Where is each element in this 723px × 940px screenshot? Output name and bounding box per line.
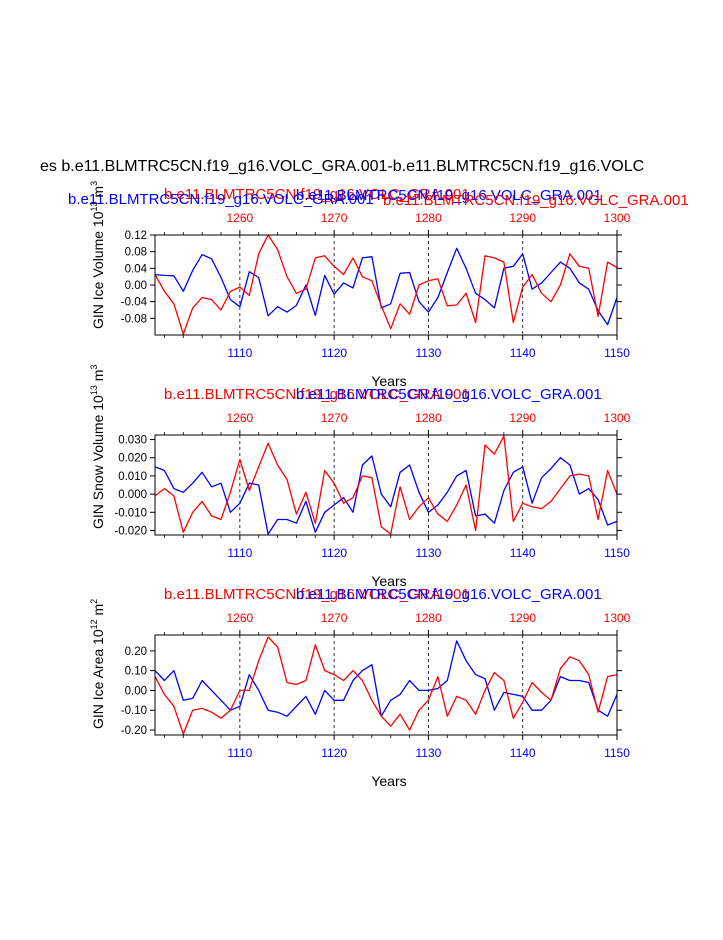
header-red-text: b.e11.BLMTRC5CN.f19_g16.VOLC_GRA.001 bbox=[164, 186, 470, 203]
bottom-tick-label: 1130 bbox=[416, 546, 442, 560]
plot-frame bbox=[154, 234, 618, 336]
bottom-tick-label: 1110 bbox=[227, 546, 252, 560]
top-tick-label: 1290 bbox=[509, 611, 536, 625]
y-axis-label: GIN Ice Area 1012 m2 bbox=[89, 599, 106, 729]
top-tick-label: 1300 bbox=[604, 411, 631, 425]
bottom-tick-label: 1140 bbox=[510, 346, 536, 360]
bottom-tick-label: 1120 bbox=[321, 346, 347, 360]
bottom-tick-label: 1150 bbox=[604, 746, 630, 760]
y-tick-label: -0.20 bbox=[121, 725, 147, 737]
y-tick-label: 0.020 bbox=[118, 453, 147, 465]
panel-ice-area: b.e11.BLMTRC5CN.f19_g16.VOLC_GRA.001b.e1… bbox=[89, 586, 631, 789]
y-tick-label: -0.10 bbox=[121, 705, 147, 717]
x-axis-label: Years bbox=[371, 773, 406, 789]
y-tick-label: 0.10 bbox=[125, 666, 147, 678]
top-tick-label: 1290 bbox=[509, 411, 536, 425]
y-axis-label-main: GIN Ice Area 10 bbox=[90, 629, 106, 729]
top-tick-label: 1270 bbox=[321, 611, 348, 625]
header-blue-text: b.e11.BLMTRC5CN.f19_g16.VOLC_GRA.001 bbox=[68, 191, 374, 208]
y-axis-label-main: GIN Snow Volume 10 bbox=[90, 395, 106, 529]
bottom-tick-label: 1110 bbox=[227, 346, 252, 360]
top-tick-label: 1260 bbox=[227, 211, 254, 225]
x-axis-label: Years bbox=[371, 373, 406, 389]
bottom-tick-label: 1120 bbox=[321, 546, 347, 560]
y-tick-label: 0.010 bbox=[118, 471, 147, 483]
series-line-red bbox=[154, 435, 618, 535]
y-tick-label: 0.030 bbox=[118, 435, 147, 447]
plot-frame bbox=[154, 434, 618, 536]
y-tick-label: 0.20 bbox=[125, 646, 147, 658]
header-red-text: b.e11.BLMTRC5CN.f19_g16.VOLC_GRA.001 bbox=[164, 586, 470, 603]
series-line-red bbox=[154, 636, 618, 735]
y-axis-label-unit-exp: 3 bbox=[89, 181, 99, 186]
y-axis-label-exp: 13 bbox=[89, 201, 99, 211]
panel-ice-volume: b.e11.BLMTRC5CN.f19_g16.VOLC_GRA.001b.e1… bbox=[68, 181, 689, 389]
top-tick-label: 1300 bbox=[604, 611, 631, 625]
bottom-tick-label: 1140 bbox=[510, 546, 536, 560]
y-axis-label: GIN Ice Volume 1013 m3 bbox=[89, 181, 106, 329]
x-axis-label: Years bbox=[371, 573, 406, 589]
y-axis-label-unit: m bbox=[90, 186, 106, 202]
bottom-tick-label: 1110 bbox=[227, 746, 252, 760]
y-tick-label: -0.08 bbox=[121, 313, 147, 325]
header-red-text: b.e11.BLMTRC5CN.f19_g16.VOLC_GRA.001 bbox=[164, 386, 470, 403]
bottom-tick-label: 1150 bbox=[604, 546, 630, 560]
y-tick-label: 0.12 bbox=[125, 230, 147, 242]
y-axis-label-unit-exp: 3 bbox=[89, 365, 99, 370]
y-tick-label: 0.000 bbox=[118, 489, 147, 501]
top-tick-label: 1260 bbox=[227, 611, 254, 625]
top-tick-label: 1260 bbox=[227, 411, 254, 425]
top-tick-label: 1270 bbox=[321, 411, 348, 425]
y-axis-label-exp: 13 bbox=[89, 385, 99, 395]
plot-frame bbox=[154, 634, 618, 736]
top-tick-label: 1290 bbox=[509, 211, 536, 225]
y-tick-label: -0.010 bbox=[114, 507, 147, 519]
panel-snow-volume: b.e11.BLMTRC5CN.f19_g16.VOLC_GRA.001b.e1… bbox=[89, 365, 631, 589]
top-tick-label: 1270 bbox=[321, 211, 348, 225]
y-tick-label: -0.020 bbox=[114, 525, 147, 537]
header-blue-overlay-text: b.e11.BLMTRC5CN.f19_g16.VOLC_GRA.001 bbox=[296, 187, 602, 204]
y-axis-label-unit: m bbox=[90, 370, 106, 386]
series-line-blue bbox=[154, 247, 618, 326]
y-tick-label: -0.04 bbox=[121, 297, 148, 309]
header-blue-text: b.e11.BLMTRC5CN.f19_g16.VOLC_GRA.001 bbox=[296, 586, 602, 603]
series-line-blue bbox=[154, 640, 618, 717]
y-axis-label-unit: m bbox=[90, 604, 106, 620]
top-tick-label: 1300 bbox=[604, 211, 631, 225]
bottom-tick-label: 1140 bbox=[510, 746, 536, 760]
series-line-blue bbox=[154, 455, 618, 535]
page-title: es b.e11.BLMTRC5CN.f19_g16.VOLC_GRA.001-… bbox=[40, 158, 644, 175]
plot-panels: b.e11.BLMTRC5CN.f19_g16.VOLC_GRA.001b.e1… bbox=[68, 181, 689, 789]
header-red-overlay-text: b.e11.BLMTRC5CN.f19_g16.VOLC_GRA.001 bbox=[383, 192, 689, 209]
y-tick-label: 0.04 bbox=[125, 263, 148, 275]
series-line-red bbox=[154, 234, 618, 335]
y-axis-label-main: GIN Ice Volume 10 bbox=[90, 211, 106, 329]
bottom-tick-label: 1130 bbox=[416, 746, 442, 760]
top-tick-label: 1280 bbox=[415, 611, 442, 625]
bottom-tick-label: 1120 bbox=[321, 746, 347, 760]
y-tick-label: 0.00 bbox=[125, 685, 147, 697]
top-tick-label: 1280 bbox=[415, 211, 442, 225]
header-blue-text: b.e11.BLMTRC5CN.f19_g16.VOLC_GRA.001 bbox=[296, 386, 602, 403]
y-axis-label-exp: 12 bbox=[89, 619, 99, 629]
bottom-tick-label: 1130 bbox=[416, 346, 442, 360]
y-tick-label: 0.00 bbox=[125, 280, 147, 292]
bottom-tick-label: 1150 bbox=[604, 346, 630, 360]
y-tick-label: 0.08 bbox=[125, 247, 147, 259]
y-axis-label-unit-exp: 2 bbox=[89, 599, 99, 604]
top-tick-label: 1280 bbox=[415, 411, 442, 425]
y-axis-label: GIN Snow Volume 1013 m3 bbox=[89, 365, 106, 529]
